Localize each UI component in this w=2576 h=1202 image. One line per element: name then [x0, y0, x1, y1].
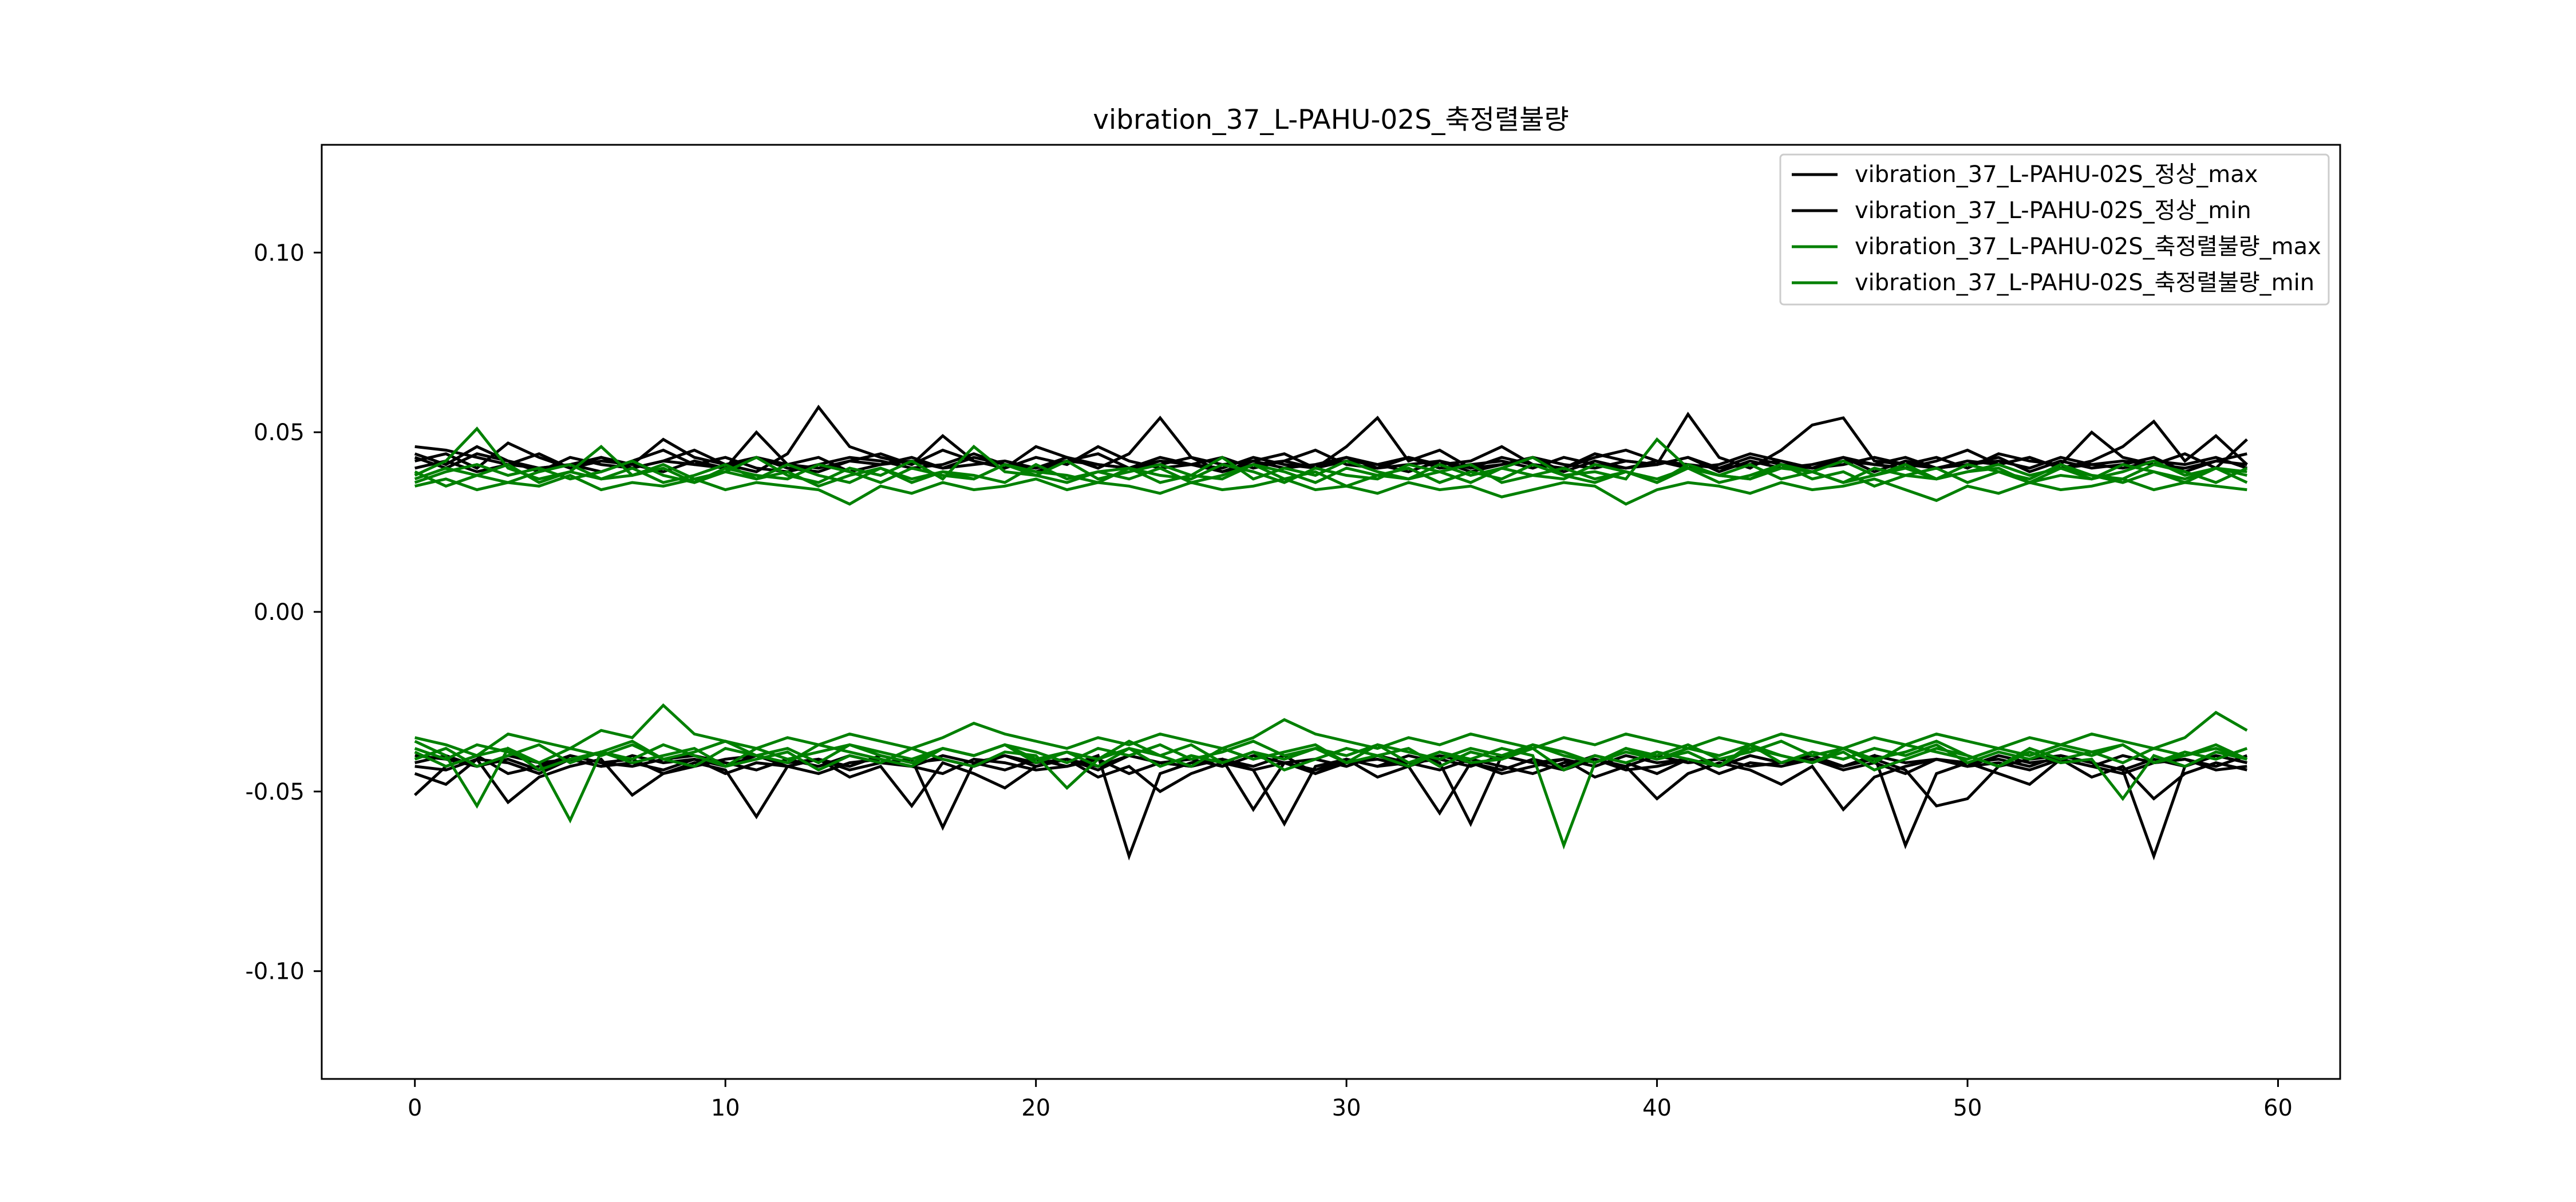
legend-label-normal-min: vibration_37_L-PAHU-02S_정상_min: [1855, 197, 2251, 224]
legend-label-misalign-min: vibration_37_L-PAHU-02S_축정렬불량_min: [1855, 270, 2314, 296]
y-axis: 0.10 0.05 0.00 -0.05 -0.10: [246, 240, 322, 985]
series-line-0-2: [414, 419, 2248, 473]
legend-frame: [1779, 153, 2330, 306]
y-tick-label: -0.10: [246, 959, 305, 985]
series-line-2-3: [414, 462, 2247, 484]
chart-title: vibration_37_L-PAHU-02S_축정렬불량: [1093, 104, 1569, 136]
legend-label-normal-max: vibration_37_L-PAHU-02S_정상_max: [1855, 161, 2258, 188]
series-line-1-4: [414, 757, 2247, 776]
x-tick-label: 40: [1642, 1095, 1672, 1121]
series-line-2-4: [414, 473, 2247, 506]
series-line-1-2: [414, 754, 2247, 831]
series-line-3-2: [414, 740, 2248, 765]
series-layer: [414, 404, 2248, 861]
y-tick-label: 0.05: [254, 420, 305, 446]
x-tick-label: 30: [1332, 1095, 1361, 1121]
series-line-2-2: [414, 462, 2248, 488]
x-tick-label: 60: [2263, 1095, 2293, 1121]
x-tick-label: 20: [1021, 1095, 1050, 1121]
y-tick-label: -0.05: [246, 779, 305, 805]
x-tick-label: 50: [1953, 1095, 1982, 1121]
x-tick-label: 10: [711, 1095, 740, 1121]
x-axis: 0 10 20 30 40 50 60: [408, 1079, 2293, 1121]
series-line-3-4: [414, 746, 2247, 801]
plot-area: [321, 144, 2341, 1080]
legend: vibration_37_L-PAHU-02S_정상_max vibration…: [1779, 153, 2330, 306]
y-tick-label: 0.00: [254, 599, 305, 626]
legend-label-misalign-max: vibration_37_L-PAHU-02S_축정렬불량_max: [1855, 234, 2321, 260]
y-tick-label: 0.10: [254, 240, 305, 266]
x-tick-label: 0: [408, 1095, 422, 1121]
series-line-3-1: [414, 703, 2248, 757]
